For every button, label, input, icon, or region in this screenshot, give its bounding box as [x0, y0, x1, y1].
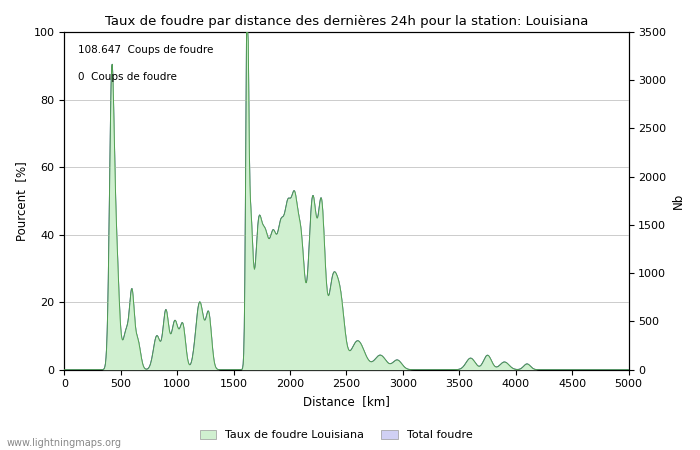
Legend: Taux de foudre Louisiana, Total foudre: Taux de foudre Louisiana, Total foudre — [195, 425, 477, 445]
Title: Taux de foudre par distance des dernières 24h pour la station: Louisiana: Taux de foudre par distance des dernière… — [105, 15, 588, 28]
Text: 0  Coups de foudre: 0 Coups de foudre — [78, 72, 177, 82]
X-axis label: Distance  [km]: Distance [km] — [303, 395, 390, 408]
Text: 108.647  Coups de foudre: 108.647 Coups de foudre — [78, 45, 214, 55]
Y-axis label: Pourcent  [%]: Pourcent [%] — [15, 161, 28, 241]
Y-axis label: Nb: Nb — [672, 193, 685, 209]
Text: www.lightningmaps.org: www.lightningmaps.org — [7, 438, 122, 448]
